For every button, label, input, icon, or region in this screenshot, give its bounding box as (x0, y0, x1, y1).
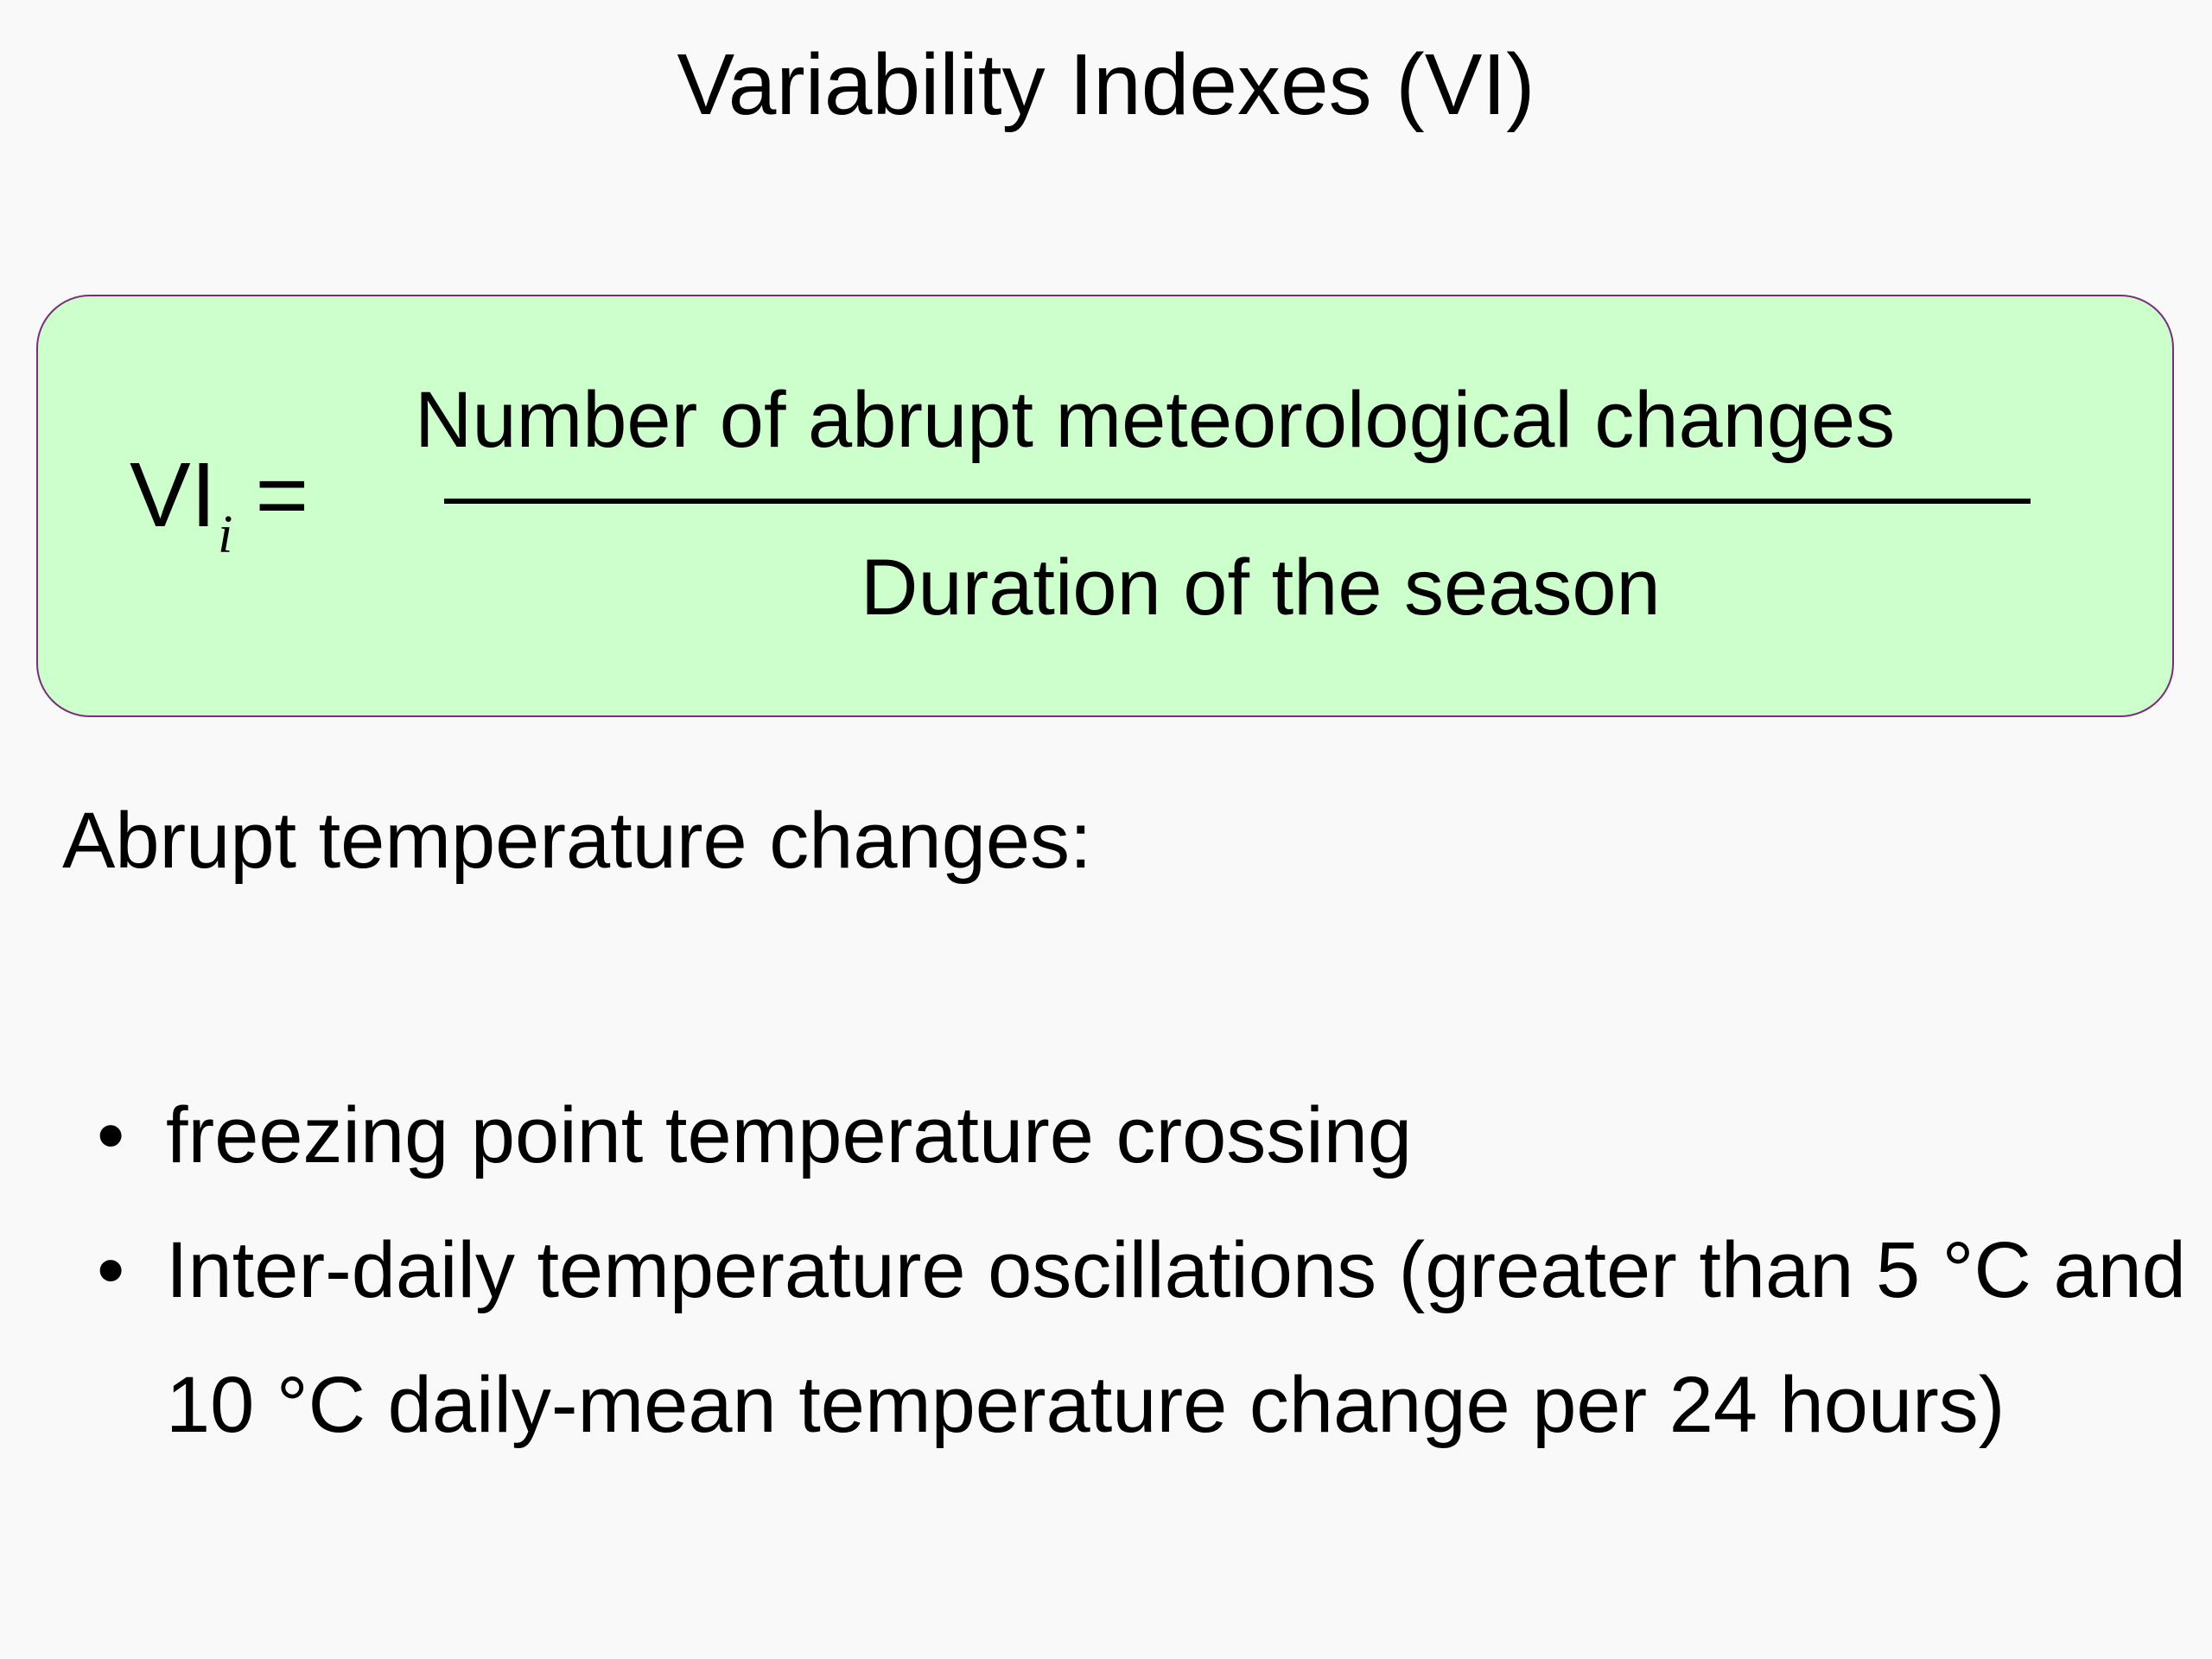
bullet-item: • freezing point temperature crossing (0, 1068, 2212, 1203)
bullet-item: • Inter-daily temperature oscillations (… (0, 1203, 2212, 1472)
formula-numerator: Number of abrupt meteorological changes (415, 376, 1896, 464)
slide-title: Variability Indexes (VI) (677, 36, 1535, 133)
bullet-text: Inter-daily temperature oscillations (gr… (166, 1226, 2186, 1449)
fraction-bar (444, 499, 2031, 504)
bullet-list: • freezing point temperature crossing • … (0, 1068, 2212, 1472)
formula-equals-sign: = (255, 444, 309, 546)
bullet-icon: • (97, 1091, 125, 1179)
bullet-text: freezing point temperature crossing (166, 1091, 1413, 1179)
section-heading: Abrupt temperature changes: (62, 797, 1092, 885)
bullet-icon: • (97, 1226, 125, 1314)
formula-symbol: VI (130, 444, 217, 546)
formula-box: VIi = Number of abrupt meteorological cha… (36, 295, 2174, 717)
formula-lhs: VIi = (130, 443, 309, 564)
formula-denominator: Duration of the season (861, 543, 1661, 632)
formula-subscript: i (218, 505, 233, 564)
